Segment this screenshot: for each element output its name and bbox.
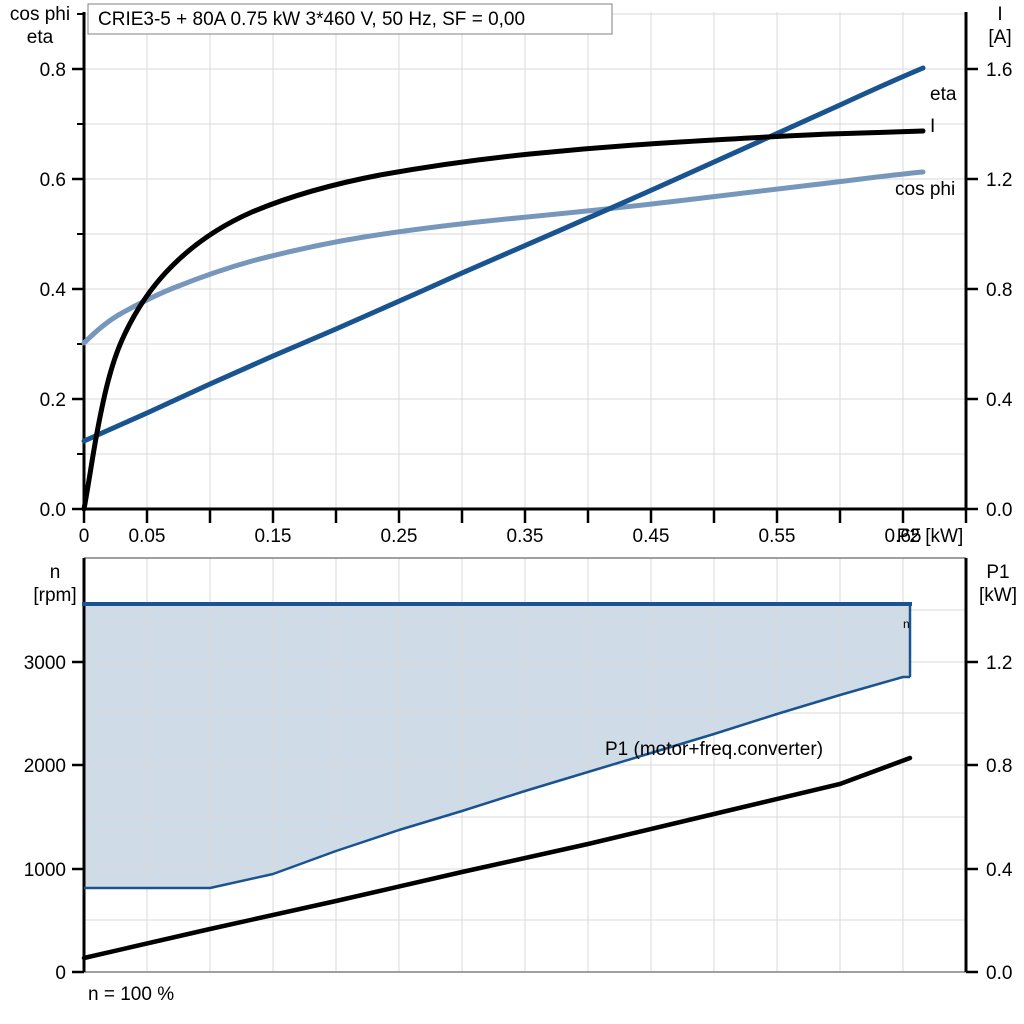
bottom-left-tick-0: 0 (55, 963, 66, 984)
top-left-tick-1: 0.2 (40, 390, 66, 411)
top-left-tick-4: 0.8 (40, 60, 66, 81)
p1-curve (81, 755, 913, 961)
top-chart-right-ticks (966, 67, 978, 511)
top-right-tick-0: 0.0 (986, 500, 1012, 521)
bottom-right-tick-2: 0.8 (986, 756, 1012, 777)
top-chart-vertical-gridlines (146, 12, 904, 509)
current-label: I (930, 116, 935, 137)
bottom-right-tick-3: 1.2 (986, 653, 1012, 674)
top-chart-left-minor-ticks (77, 13, 84, 455)
chart-title: CRIE3-5 + 80A 0.75 kW 3*460 V, 50 Hz, SF… (98, 9, 525, 30)
bottom-left-axis-name-2: [rpm] (33, 585, 76, 606)
bottom-chart-left-ticks (72, 660, 84, 974)
top-x-tick-5: 0.45 (633, 526, 670, 547)
top-left-tick-2: 0.4 (40, 280, 67, 301)
top-chart-left-ticks (72, 67, 84, 511)
top-right-axis-name-1: I (997, 4, 1002, 25)
bottom-left-tick-2: 2000 (24, 756, 66, 777)
top-x-tick-6: 0.55 (759, 526, 796, 547)
speed-curve-label: n (903, 617, 910, 631)
eta-label: eta (930, 84, 957, 105)
bottom-left-axis-name-1: n (50, 562, 61, 583)
bottom-left-tick-3: 3000 (24, 653, 66, 674)
top-left-axis-name-2: eta (27, 27, 54, 48)
top-right-axis-name-2: [A] (988, 27, 1011, 48)
top-right-tick-1: 0.4 (986, 390, 1013, 411)
top-x-axis-name: P2 [kW] (897, 526, 964, 547)
top-right-tick-4: 1.6 (986, 60, 1012, 81)
eta-curve (81, 128, 926, 512)
title-box (87, 3, 613, 35)
cosphi-label: cos phi (895, 179, 955, 200)
cosphi-curve (81, 169, 926, 346)
top-right-tick-2: 0.8 (986, 280, 1012, 301)
bottom-right-tick-1: 0.4 (986, 860, 1013, 881)
bottom-right-axis-name-2: [kW] (979, 585, 1017, 606)
top-left-tick-0: 0.0 (40, 500, 66, 521)
bottom-right-tick-0: 0.0 (986, 963, 1012, 984)
p1-curve-label: P1 (motor+freq.converter) (605, 739, 823, 760)
speed-min-curve (84, 675, 910, 890)
top-left-axis-name-1: cos phi (10, 4, 70, 25)
bottom-chart: 0 1000 2000 3000 0.0 0.4 0.8 1.2 n [rpm]… (24, 557, 1017, 984)
top-right-tick-3: 1.2 (986, 170, 1012, 191)
top-x-tick-1: 0.05 (129, 526, 166, 547)
current-curve (81, 65, 926, 444)
top-chart-x-ticks (82, 509, 968, 523)
top-left-tick-3: 0.6 (40, 170, 66, 191)
bottom-right-axis-name-1: P1 (986, 562, 1009, 583)
top-x-tick-2: 0.15 (255, 526, 292, 547)
top-x-tick-3: 0.25 (381, 526, 418, 547)
top-x-tick-4: 0.35 (507, 526, 544, 547)
top-x-tick-7: 0.65 (885, 526, 922, 547)
bottom-left-tick-1: 1000 (24, 860, 66, 881)
speed-note: n = 100 % (88, 984, 174, 1005)
top-x-tick-0: 0 (79, 526, 90, 547)
top-chart: 0.0 0.2 0.4 0.6 0.8 0.0 0.4 0.8 1.2 1.6 … (10, 3, 1013, 547)
bottom-chart-right-ticks (966, 660, 978, 974)
